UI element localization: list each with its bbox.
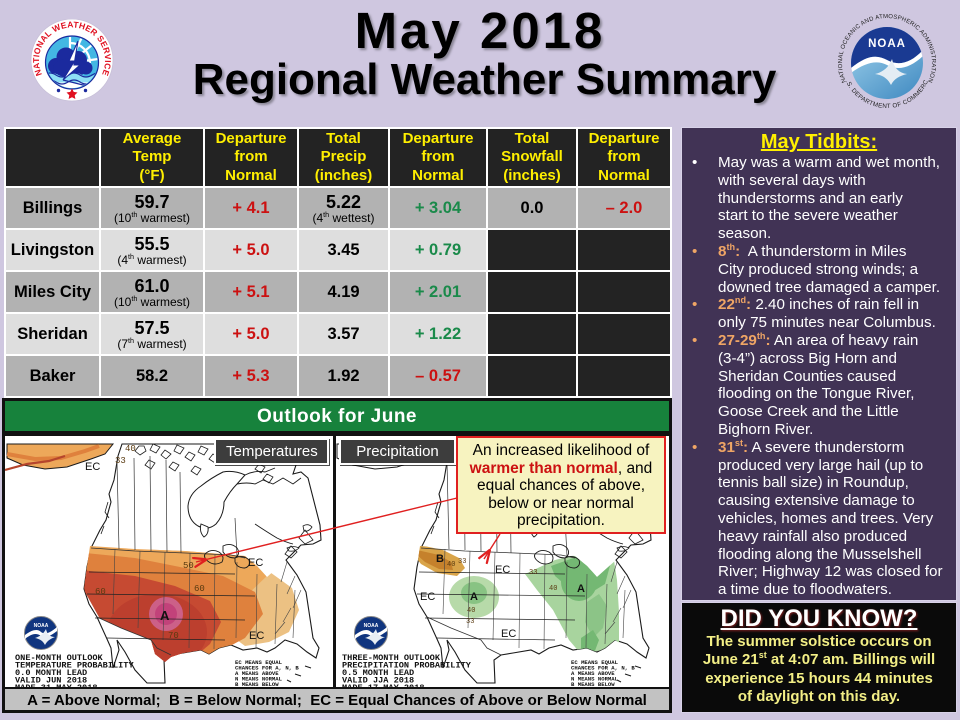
- svg-text:MADE 17 MAY 2018: MADE 17 MAY 2018: [342, 683, 425, 687]
- svg-text:EC: EC: [248, 557, 263, 569]
- svg-text:33: 33: [115, 456, 126, 466]
- svg-text:THREE-MONTH OUTLOOK: THREE-MONTH OUTLOOK: [342, 653, 441, 663]
- svg-text:N MEANS NORMAL: N MEANS NORMAL: [571, 676, 619, 683]
- svg-text:33: 33: [466, 618, 474, 626]
- svg-text:TEMPERATURE PROBABILITY: TEMPERATURE PROBABILITY: [15, 661, 134, 671]
- svg-text:EC: EC: [249, 630, 264, 642]
- svg-text:ONE-MONTH OUTLOOK: ONE-MONTH OUTLOOK: [15, 653, 104, 663]
- svg-text:60: 60: [95, 587, 106, 597]
- svg-text:NOAA: NOAA: [868, 38, 906, 50]
- svg-text:B: B: [436, 553, 444, 565]
- svg-text:PRECIPITATION PROBABILITY: PRECIPITATION PROBABILITY: [342, 661, 472, 671]
- svg-text:A MEANS ABOVE: A MEANS ABOVE: [235, 670, 279, 677]
- svg-text:EC: EC: [495, 564, 510, 576]
- svg-text:B MEANS BELOW: B MEANS BELOW: [571, 681, 615, 687]
- svg-text:A: A: [470, 591, 478, 603]
- svg-text:40: 40: [467, 607, 475, 615]
- svg-text:EC: EC: [501, 628, 516, 640]
- svg-text:EC: EC: [85, 461, 100, 473]
- svg-text:70: 70: [168, 631, 179, 641]
- svg-text:0.0 MONTH LEAD: 0.0 MONTH LEAD: [15, 668, 87, 678]
- svg-text:CHANCES FOR A, N, B: CHANCES FOR A, N, B: [571, 665, 635, 672]
- svg-text:VALID JUN 2018: VALID JUN 2018: [15, 676, 87, 686]
- svg-text:A MEANS ABOVE: A MEANS ABOVE: [571, 670, 615, 677]
- svg-text:50: 50: [183, 561, 194, 571]
- svg-text:EC: EC: [420, 591, 435, 603]
- svg-text:EC MEANS EQUAL: EC MEANS EQUAL: [235, 659, 283, 666]
- svg-text:40: 40: [549, 585, 557, 593]
- svg-text:A: A: [160, 608, 170, 623]
- svg-text:A: A: [577, 583, 585, 595]
- svg-text:MADE 31 MAY 2018: MADE 31 MAY 2018: [15, 683, 98, 687]
- svg-text:N MEANS NORMAL: N MEANS NORMAL: [235, 676, 283, 683]
- svg-text:40: 40: [447, 561, 455, 569]
- svg-text:EC MEANS EQUAL: EC MEANS EQUAL: [571, 659, 619, 666]
- svg-text:VALID JJA 2018: VALID JJA 2018: [342, 676, 414, 686]
- svg-text:33: 33: [458, 558, 466, 566]
- svg-text:CHANCES FOR A, N, B: CHANCES FOR A, N, B: [235, 665, 299, 672]
- svg-text:33: 33: [529, 569, 537, 577]
- svg-text:40: 40: [125, 444, 136, 454]
- svg-text:0.5 MONTH LEAD: 0.5 MONTH LEAD: [342, 668, 414, 678]
- svg-text:60: 60: [194, 584, 205, 594]
- svg-text:B MEANS BELOW: B MEANS BELOW: [235, 681, 279, 687]
